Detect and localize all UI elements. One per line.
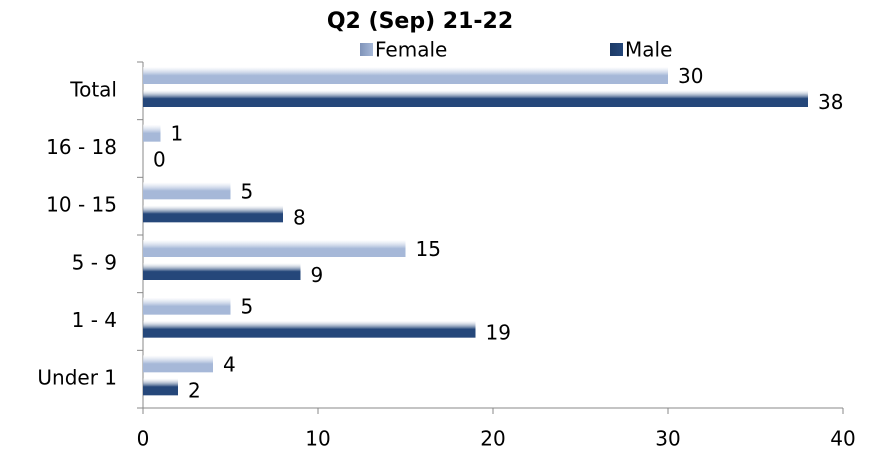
data-label: 15	[416, 237, 441, 261]
data-label: 8	[293, 205, 306, 229]
y-tick-label: 10 - 15	[46, 193, 117, 217]
legend-label: Male	[625, 38, 672, 62]
x-tick-label: 30	[655, 427, 680, 451]
data-label: 30	[678, 64, 703, 88]
x-tick-label: 10	[305, 427, 330, 451]
chart-title: Q2 (Sep) 21-22	[327, 9, 513, 34]
legend-swatch	[360, 43, 373, 56]
bar	[143, 378, 178, 396]
data-label: 38	[818, 90, 843, 114]
x-tick-label: 40	[830, 427, 855, 451]
bar	[143, 67, 668, 84]
bar	[143, 182, 231, 200]
data-label: 5	[241, 295, 254, 319]
data-label: 19	[486, 321, 511, 345]
data-label: 9	[311, 263, 324, 287]
bar	[143, 297, 231, 315]
bar	[143, 355, 213, 373]
y-tick-label: 16 - 18	[46, 135, 117, 159]
bar	[143, 240, 406, 257]
bar	[143, 263, 301, 280]
x-tick-label: 20	[480, 427, 505, 451]
bar	[143, 205, 283, 223]
data-label: 4	[223, 352, 236, 376]
legend-label: Female	[375, 38, 447, 62]
bar	[143, 320, 476, 338]
y-tick-label: Total	[69, 77, 117, 101]
legend-swatch	[610, 43, 623, 56]
data-label: 1	[171, 122, 184, 146]
bar	[143, 90, 808, 107]
y-tick-label: Under 1	[37, 366, 117, 390]
bar	[143, 124, 161, 142]
data-label: 0	[153, 148, 166, 172]
data-label: 2	[188, 378, 201, 402]
x-tick-label: 0	[137, 427, 150, 451]
y-tick-label: 1 - 4	[72, 308, 117, 332]
data-label: 5	[241, 179, 254, 203]
y-tick-label: 5 - 9	[72, 250, 117, 274]
